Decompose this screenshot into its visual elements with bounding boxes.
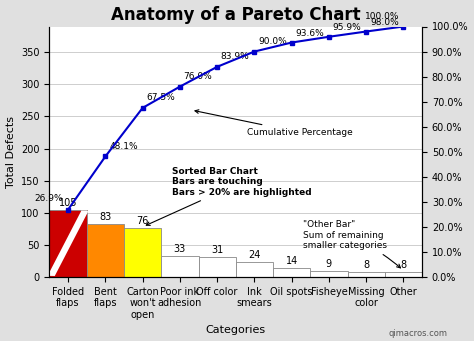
- Y-axis label: Total Defects: Total Defects: [6, 116, 16, 188]
- Title: Anatomy of a Pareto Chart: Anatomy of a Pareto Chart: [111, 5, 361, 24]
- Bar: [87, 224, 124, 277]
- Text: 90.0%: 90.0%: [258, 37, 287, 46]
- Text: 100.0%: 100.0%: [365, 12, 400, 21]
- Bar: [385, 272, 422, 277]
- Text: 95.9%: 95.9%: [333, 23, 361, 32]
- Text: 83.9%: 83.9%: [221, 52, 250, 61]
- Bar: [273, 268, 310, 277]
- Text: 48.1%: 48.1%: [109, 142, 138, 151]
- Text: 8: 8: [363, 260, 369, 270]
- Bar: [49, 209, 87, 277]
- Text: 83: 83: [99, 212, 111, 222]
- Text: 9: 9: [326, 259, 332, 269]
- Text: 14: 14: [285, 256, 298, 266]
- Text: 105: 105: [59, 197, 77, 208]
- Text: 76: 76: [137, 216, 149, 226]
- Text: Sorted Bar Chart
Bars are touching
Bars > 20% are highlighted: Sorted Bar Chart Bars are touching Bars …: [146, 167, 312, 225]
- Bar: [199, 257, 236, 277]
- Bar: [236, 262, 273, 277]
- X-axis label: Categories: Categories: [206, 325, 266, 336]
- Text: 93.6%: 93.6%: [295, 29, 324, 38]
- Text: 24: 24: [248, 250, 261, 260]
- Bar: [124, 228, 161, 277]
- Bar: [347, 272, 385, 277]
- Text: "Other Bar"
Sum of remaining
smaller categories: "Other Bar" Sum of remaining smaller cat…: [303, 220, 401, 268]
- Text: Cumulative Percentage: Cumulative Percentage: [195, 110, 353, 137]
- Text: 33: 33: [174, 244, 186, 254]
- Text: 8: 8: [401, 260, 407, 270]
- Text: qimacros.com: qimacros.com: [389, 329, 447, 338]
- Text: 31: 31: [211, 245, 223, 255]
- Bar: [310, 271, 347, 277]
- Text: 76.0%: 76.0%: [183, 72, 212, 81]
- Text: 26.9%: 26.9%: [34, 194, 63, 203]
- Text: 67.5%: 67.5%: [146, 93, 175, 102]
- Bar: [161, 256, 199, 277]
- Text: 98.0%: 98.0%: [370, 18, 399, 27]
